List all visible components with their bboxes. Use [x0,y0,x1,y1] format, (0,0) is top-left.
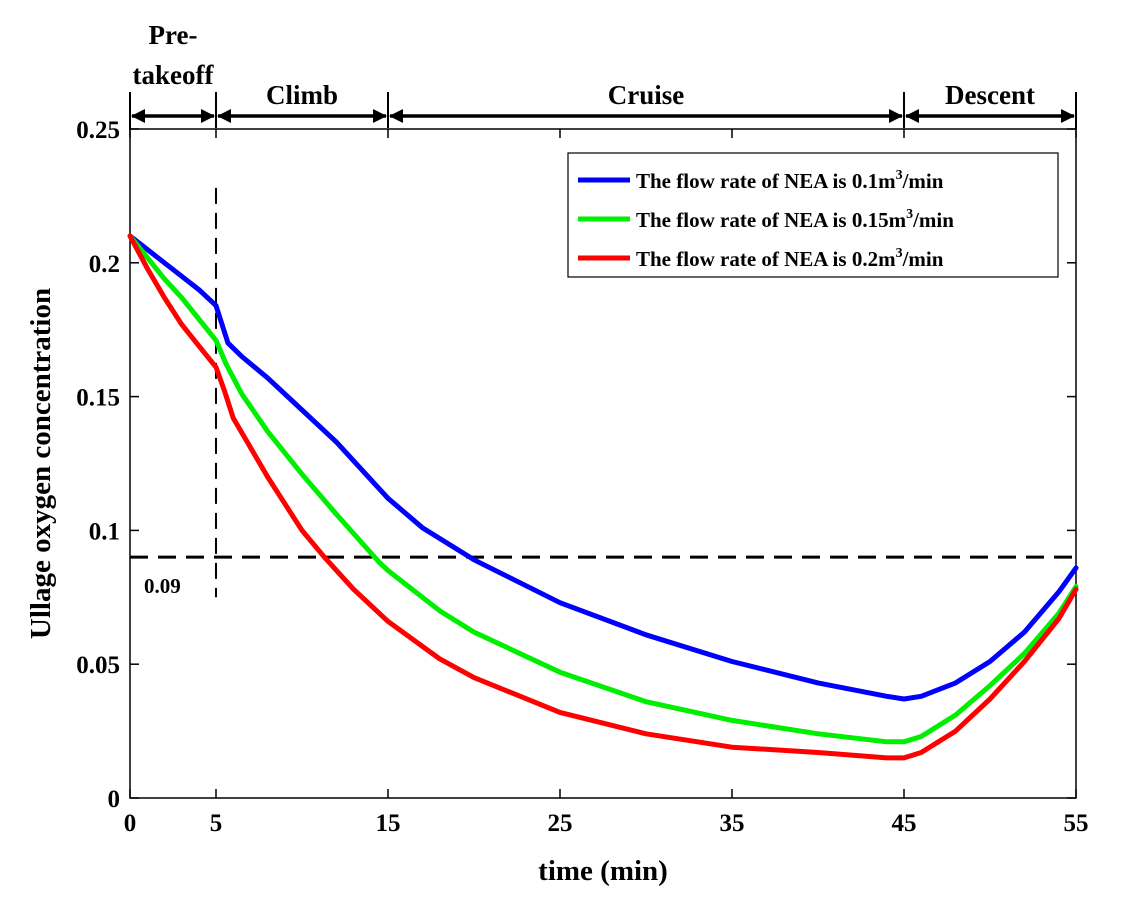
legend-text-unit: /min [902,169,944,193]
tick-labels: 0 5 15 25 35 45 55 0 0.05 0.1 0.15 0.2 0.25 [76,117,1088,837]
phase-label: Climb [266,80,338,110]
phase-label: Cruise [608,80,685,110]
phase-label: takeoff [133,60,215,90]
legend-text-superscript: 3 [896,168,903,183]
y-tick-label: 0.15 [76,385,120,412]
phase-label: Pre- [149,20,198,50]
y-tick-label: 0.05 [76,652,120,679]
legend-entry-2: The flow rate of NEA is 0.15m3/min [636,207,954,232]
legend-entry-1: The flow rate of NEA is 0.1m3/min [636,168,944,193]
legend-text-main: The flow rate of NEA is 0.15m [636,208,907,232]
phase-arrow-left-icon [217,109,231,123]
y-tick-label: 0.1 [89,518,120,545]
x-tick-label: 35 [720,810,745,837]
x-tick-label: 25 [548,810,573,837]
x-tick-label: 55 [1064,810,1089,837]
x-tick-label: 0 [124,810,137,837]
legend-text-main: The flow rate of NEA is 0.1m [636,169,896,193]
reference-lines: 0.09 [130,187,1076,598]
legend-text-unit: /min [912,208,954,232]
series-line-1 [127,233,1079,702]
phase-arrow-right-icon [1061,109,1075,123]
x-tick-label: 5 [210,810,223,837]
x-tick-label: 15 [376,810,401,837]
legend-text-unit: /min [902,247,944,271]
threshold-label: 0.09 [144,574,181,598]
y-axis-title: Ullage oxygen concentration [25,288,57,639]
legend-entry-3: The flow rate of NEA is 0.2m3/min [636,246,944,271]
legend-text-superscript: 3 [906,207,913,222]
y-tick-label: 0.25 [76,117,120,144]
y-tick-label: 0 [108,786,121,813]
series-line-3 [127,233,1079,761]
phase-arrow-right-icon [889,109,903,123]
axes-frame [129,128,1077,799]
series-line-2 [127,233,1079,745]
flight-phase-bar: Pre-takeoff Climb Cruise Descent [129,20,1077,129]
legend-text-main: The flow rate of NEA is 0.2m [636,247,896,271]
phase-arrow-left-icon [131,109,145,123]
series-lines [127,233,1079,761]
x-axis-title: time (min) [538,855,668,887]
x-tick-label: 45 [892,810,917,837]
phase-arrow-left-icon [905,109,919,123]
y-tick-label: 0.2 [89,251,120,278]
phase-arrow-right-icon [201,109,215,123]
legend-box [567,152,1059,278]
phase-arrow-right-icon [373,109,387,123]
legend-text-superscript: 3 [896,246,903,261]
plot-area-frame [129,128,1077,799]
phase-arrow-left-icon [389,109,403,123]
phase-label: Descent [945,80,1035,110]
